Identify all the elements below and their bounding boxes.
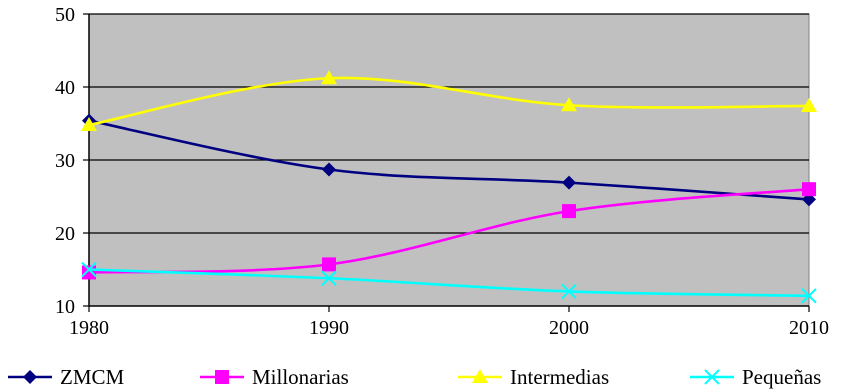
legend-item-millonarias: Millonarias	[200, 365, 349, 389]
legend-label-intermedias: Intermedias	[510, 365, 609, 389]
series-line-millonarias	[88, 187, 810, 274]
tick-labels: 10 20 30 40 50 1980 1990 2000 2010	[55, 4, 829, 339]
series-line-intermedias	[88, 76, 810, 127]
series-line-zmcm	[88, 119, 810, 201]
legend-item-zmcm: ZMCM	[8, 365, 125, 389]
y-tick-label: 20	[55, 223, 75, 245]
axis-ticks	[83, 13, 810, 312]
legend-label-millonarias: Millonarias	[252, 365, 349, 389]
x-tick-label: 2000	[549, 317, 589, 339]
series-pequenas	[81, 261, 817, 304]
data-point-millonarias-2010	[802, 182, 816, 197]
x-tick-label: 1980	[69, 317, 109, 339]
x-tick-label: 1990	[309, 317, 349, 339]
data-point-millonarias-1980	[82, 265, 96, 280]
legend-marker-millonarias	[215, 370, 229, 384]
y-tick-label: 40	[55, 77, 75, 99]
y-tick-label: 10	[55, 296, 75, 318]
data-point-intermedias-1990	[321, 70, 337, 85]
y-tick-label: 50	[55, 4, 75, 26]
legend-item-intermedias: Intermedias	[458, 365, 609, 389]
legend-marker-pequenas	[704, 369, 720, 385]
gridlines	[89, 13, 809, 234]
legend-marker-intermedias	[472, 369, 488, 383]
data-point-intermedias-2000	[561, 97, 577, 112]
x-tick-label: 2010	[789, 317, 829, 339]
series-layer	[81, 70, 817, 304]
data-point-millonarias-1990	[322, 257, 336, 272]
series-line-pequenas	[88, 268, 810, 298]
data-point-pequenas-1980	[81, 261, 97, 278]
data-point-intermedias-2010	[801, 97, 817, 112]
data-point-pequenas-1990	[321, 270, 337, 286]
data-point-pequenas-2000	[561, 283, 577, 300]
data-point-zmcm-1990	[322, 162, 336, 177]
series-intermedias	[81, 70, 817, 131]
data-point-zmcm-2000	[562, 175, 576, 190]
legend-item-pequenas: Pequeñas	[690, 365, 821, 389]
legend-marker-zmcm	[23, 370, 37, 384]
data-point-pequenas-2010	[801, 288, 817, 304]
data-point-intermedias-1980	[81, 116, 97, 131]
data-point-millonarias-2000	[562, 204, 576, 219]
legend: ZMCM Millonarias Intermedias Pequeñas	[8, 365, 821, 389]
y-tick-label: 30	[55, 150, 75, 172]
legend-label-zmcm: ZMCM	[60, 365, 125, 389]
legend-label-pequenas: Pequeñas	[742, 365, 821, 389]
